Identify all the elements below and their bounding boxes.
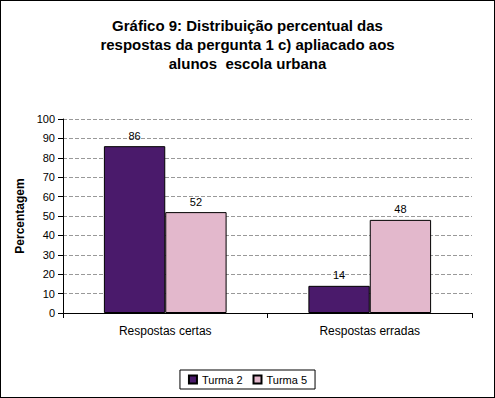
svg-text:100: 100 [37, 113, 55, 125]
svg-text:Respostas certas: Respostas certas [119, 324, 212, 338]
svg-text:Turma 2: Turma 2 [202, 374, 243, 386]
svg-text:86: 86 [128, 130, 140, 142]
svg-text:14: 14 [333, 269, 345, 281]
svg-text:52: 52 [190, 196, 202, 208]
svg-text:50: 50 [43, 210, 55, 222]
svg-text:Respostas erradas: Respostas erradas [319, 324, 420, 338]
svg-text:60: 60 [43, 191, 55, 203]
svg-text:10: 10 [43, 288, 55, 300]
svg-text:48: 48 [394, 203, 406, 215]
svg-text:80: 80 [43, 152, 55, 164]
svg-text:40: 40 [43, 229, 55, 241]
svg-text:respostas da pergunta 1 c) apl: respostas da pergunta 1 c) apliacado aos [100, 36, 394, 53]
svg-text:Gráfico 9: Distribuição percen: Gráfico 9: Distribuição percentual das [112, 17, 383, 34]
svg-text:90: 90 [43, 132, 55, 144]
svg-text:20: 20 [43, 268, 55, 280]
svg-text:30: 30 [43, 249, 55, 261]
svg-text:alunos escola urbana: alunos escola urbana [169, 55, 327, 72]
svg-text:0: 0 [49, 307, 55, 319]
svg-text:Turma 5: Turma 5 [267, 374, 308, 386]
svg-text:Percentagem: Percentagem [13, 178, 27, 253]
svg-text:70: 70 [43, 171, 55, 183]
